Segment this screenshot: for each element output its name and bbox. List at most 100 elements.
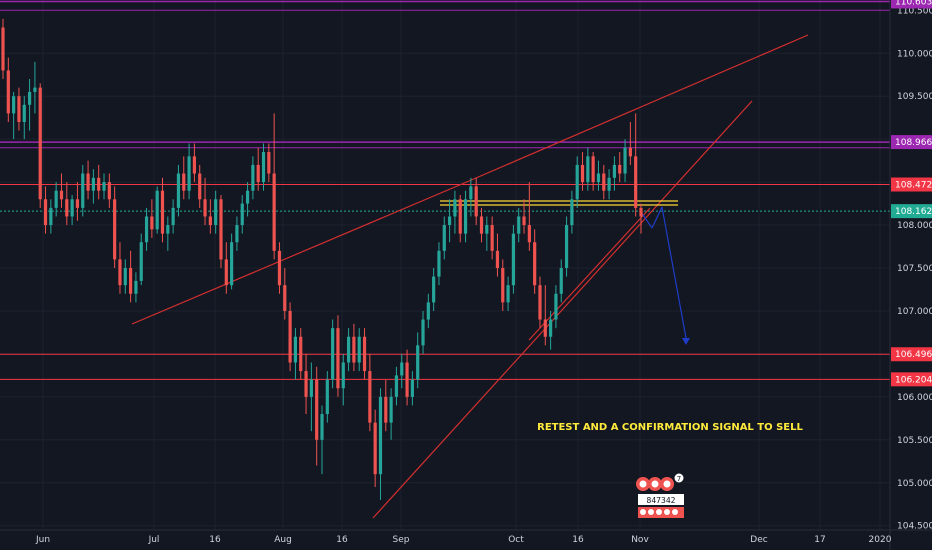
candle[interactable]: [437, 242, 441, 286]
candle[interactable]: [6, 57, 10, 122]
candle[interactable]: [27, 79, 32, 131]
candle[interactable]: [570, 190, 574, 234]
candle[interactable]: [485, 216, 489, 251]
candle[interactable]: [102, 173, 106, 200]
candle[interactable]: [54, 182, 58, 217]
candle[interactable]: [155, 186, 159, 234]
candle[interactable]: [12, 91, 16, 140]
candle[interactable]: [43, 186, 48, 234]
candle[interactable]: [479, 207, 484, 243]
candle[interactable]: [522, 199, 526, 234]
candle[interactable]: [384, 379, 388, 432]
candle[interactable]: [97, 164, 101, 200]
candle[interactable]: [474, 177, 478, 226]
candle[interactable]: [458, 194, 462, 243]
candle[interactable]: [65, 182, 69, 226]
candle[interactable]: [400, 353, 404, 389]
candle[interactable]: [634, 113, 638, 217]
candle[interactable]: [182, 156, 186, 200]
candle[interactable]: [559, 259, 563, 303]
candle[interactable]: [432, 268, 436, 311]
candle[interactable]: [628, 121, 632, 165]
candle[interactable]: [315, 366, 319, 466]
candle[interactable]: [352, 323, 356, 372]
candle[interactable]: [607, 169, 611, 200]
candle[interactable]: [304, 353, 308, 415]
candle[interactable]: [580, 152, 585, 191]
candle[interactable]: [331, 319, 335, 389]
candle[interactable]: [612, 156, 617, 191]
candle[interactable]: [1, 18, 5, 80]
candle[interactable]: [575, 156, 579, 208]
candle[interactable]: [543, 285, 547, 346]
candle[interactable]: [517, 207, 521, 243]
candle[interactable]: [453, 190, 457, 234]
candle[interactable]: [495, 233, 500, 277]
candle[interactable]: [33, 61, 37, 114]
candle[interactable]: [554, 285, 558, 329]
candle[interactable]: [198, 164, 202, 208]
candle[interactable]: [59, 173, 64, 208]
candle[interactable]: [160, 177, 165, 243]
candle[interactable]: [405, 349, 409, 406]
candle[interactable]: [596, 160, 601, 191]
candle[interactable]: [309, 362, 313, 432]
candle[interactable]: [49, 199, 53, 234]
candle[interactable]: [501, 259, 505, 311]
candle[interactable]: [118, 242, 122, 294]
candle[interactable]: [602, 164, 606, 200]
candle[interactable]: [623, 139, 627, 183]
candle[interactable]: [91, 169, 95, 204]
candle[interactable]: [113, 186, 117, 269]
candle[interactable]: [325, 371, 329, 423]
candle[interactable]: [251, 156, 255, 200]
candle[interactable]: [442, 216, 446, 260]
candle[interactable]: [362, 328, 367, 380]
candle[interactable]: [533, 229, 537, 294]
candle[interactable]: [511, 225, 515, 294]
candle[interactable]: [346, 328, 351, 372]
candle[interactable]: [166, 216, 170, 251]
candle[interactable]: [639, 203, 643, 234]
candle[interactable]: [22, 96, 26, 140]
price-axis[interactable]: 110.000109.500109.000108.500108.000107.5…: [897, 6, 932, 531]
candle[interactable]: [549, 310, 553, 350]
candle[interactable]: [144, 207, 149, 251]
candle[interactable]: [277, 242, 282, 294]
candle[interactable]: [38, 83, 42, 208]
candle[interactable]: [336, 315, 340, 397]
candle[interactable]: [527, 182, 531, 251]
candle[interactable]: [219, 194, 223, 269]
candle[interactable]: [506, 276, 510, 311]
candle[interactable]: [373, 409, 377, 488]
candle[interactable]: [256, 147, 260, 191]
candle[interactable]: [261, 143, 266, 191]
candle[interactable]: [171, 199, 175, 234]
candle[interactable]: [320, 405, 324, 475]
candle[interactable]: [564, 216, 569, 277]
candle[interactable]: [389, 388, 393, 440]
candle[interactable]: [341, 353, 345, 406]
candle[interactable]: [86, 160, 90, 200]
candle[interactable]: [75, 182, 80, 221]
candle[interactable]: [129, 250, 133, 303]
candle[interactable]: [176, 164, 181, 217]
candle[interactable]: [288, 302, 292, 372]
candle[interactable]: [293, 328, 298, 380]
candle[interactable]: [272, 113, 276, 260]
candle[interactable]: [134, 272, 138, 303]
candle[interactable]: [81, 164, 85, 217]
candle[interactable]: [586, 147, 590, 191]
candle[interactable]: [283, 268, 287, 320]
candle[interactable]: [214, 190, 218, 234]
candle[interactable]: [378, 388, 383, 500]
candle[interactable]: [490, 216, 494, 260]
candle[interactable]: [421, 310, 425, 354]
candle[interactable]: [368, 353, 372, 432]
candle[interactable]: [538, 276, 542, 329]
candle[interactable]: [448, 199, 452, 243]
candle[interactable]: [410, 371, 414, 406]
candle[interactable]: [230, 233, 234, 290]
candle[interactable]: [192, 143, 196, 183]
candle[interactable]: [139, 233, 143, 286]
